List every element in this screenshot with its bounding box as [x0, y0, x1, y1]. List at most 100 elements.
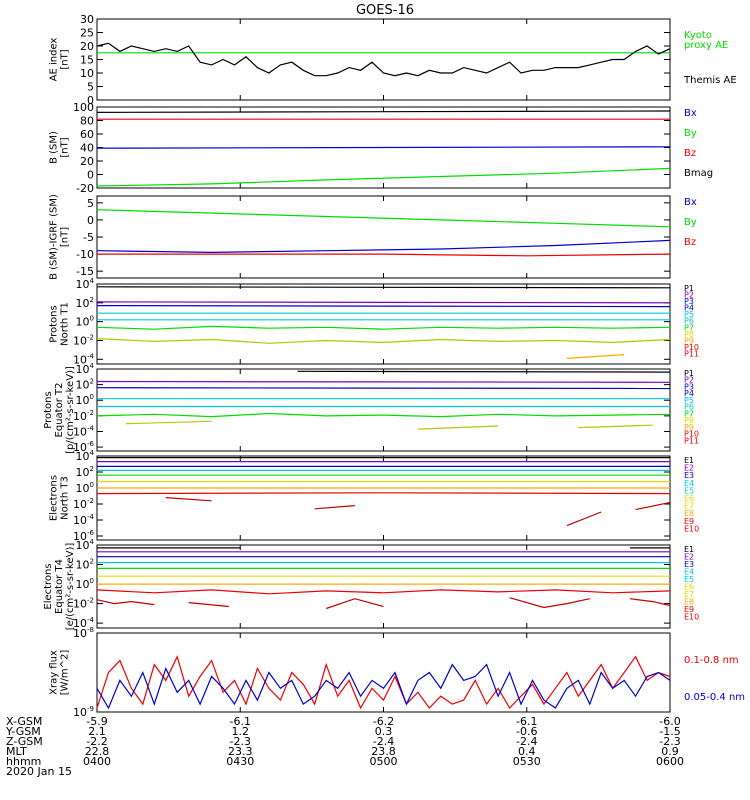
y-tick-exponent: -2 [87, 497, 94, 505]
ephemeris-row-label: X-GSM [6, 715, 42, 728]
series-line [96, 286, 671, 289]
y-tick-label: 10-8 [73, 626, 94, 640]
series-line [417, 425, 499, 430]
y-tick-exponent: -4 [87, 352, 95, 360]
legend-label: P8 [684, 416, 694, 425]
y-tick-exponent: -8 [87, 626, 94, 634]
series-line [629, 598, 671, 607]
legend-label: E3 [684, 560, 694, 569]
y-tick-exponent: 4 [90, 277, 95, 285]
ephemeris-value: 0.9 [661, 745, 679, 758]
series-line [165, 497, 212, 502]
ephemeris-value: 0.4 [518, 745, 536, 758]
legend-label: E8 [684, 509, 694, 518]
y-axis-label: [e/(cm²-s-sr-keV)] [65, 543, 76, 631]
ephemeris-value: -2.3 [230, 735, 251, 748]
y-tick-exponent: 4 [90, 538, 95, 546]
y-axis-label: Electrons [49, 475, 60, 521]
legend-label: E10 [684, 524, 699, 533]
series-line [97, 253, 671, 257]
y-tick-label: 100 [76, 393, 94, 407]
y-tick-label: 102 [76, 378, 94, 392]
legend-label: P2 [684, 376, 694, 385]
y-tick-label: 20 [80, 155, 94, 168]
legend-label: P3 [684, 297, 694, 306]
y-tick-label: -5 [83, 231, 94, 244]
ephemeris-value: -2.4 [516, 735, 537, 748]
date-label: 2020 Jan 15 [6, 765, 72, 778]
legend-label: Bmag [684, 168, 713, 179]
y-tick-exponent: 4 [90, 362, 95, 370]
legend-label: E8 [684, 598, 694, 607]
y-tick-exponent: 4 [90, 449, 95, 457]
legend-label: P8 [684, 330, 694, 339]
y-tick-label: 100 [76, 315, 94, 329]
legend-label: Bz [684, 237, 696, 248]
legend-label: E3 [684, 471, 694, 480]
y-tick-label: 5 [87, 81, 94, 94]
ephemeris-value: 23.8 [371, 745, 396, 758]
ephemeris-value: 23.3 [228, 745, 253, 758]
series-line [96, 338, 671, 344]
panel-frame [96, 544, 671, 629]
y-tick-label: 10-2 [73, 333, 94, 347]
y-tick-exponent: 2 [90, 296, 94, 304]
legend-label: E4 [684, 568, 694, 577]
legend-label: Bx [684, 197, 697, 208]
series-line [96, 663, 671, 710]
legend-label: P11 [684, 349, 699, 358]
y-tick-label: 102 [76, 296, 94, 310]
series-line [125, 420, 212, 425]
y-tick-label: 104 [76, 277, 95, 291]
ephemeris-value: -2.4 [373, 735, 394, 748]
y-tick-label: 40 [80, 142, 94, 155]
y-tick-exponent: -6 [87, 529, 95, 537]
y-axis-label: Protons [43, 391, 54, 428]
series-line [96, 167, 671, 187]
series-line [96, 655, 671, 710]
y-tick-label: 104 [76, 538, 95, 552]
y-tick-label: 10-4 [73, 424, 95, 438]
legend-label: P6 [684, 403, 694, 412]
legend-label: P9 [684, 423, 694, 432]
y-tick-exponent: 0 [90, 577, 94, 585]
series-line [96, 599, 155, 606]
y-tick-label: 100 [76, 481, 94, 495]
y-axis-label: [nT] [60, 227, 71, 247]
legend-label: 0.1-0.8 nm [684, 655, 739, 666]
y-axis-label: North T3 [60, 476, 71, 520]
y-tick-label: 104 [76, 449, 95, 463]
series-line [635, 501, 671, 511]
y-axis-label: B (SM) [49, 131, 60, 164]
y-tick-label: 10 [80, 67, 94, 80]
y-tick-label: 10-2 [73, 409, 94, 423]
y-tick-exponent: -2 [87, 597, 94, 605]
ephemeris-value: -6.2 [373, 715, 394, 728]
legend-label: E9 [684, 517, 694, 526]
legend-label: P5 [684, 310, 694, 319]
y-tick-label: 0 [87, 169, 94, 182]
panel-3: -15 -10 -5 0 5 B (SM)-IGRF (SM) [nT] Bx By Bz [49, 194, 697, 280]
ephemeris-value: -6.0 [659, 715, 680, 728]
series-line [96, 492, 671, 495]
y-axis-label: B (SM)-IGRF (SM) [49, 194, 60, 280]
legend-label: P1 [684, 284, 694, 293]
y-tick-exponent: -2 [87, 333, 94, 341]
legend-label: E1 [684, 456, 694, 465]
series-line [566, 354, 625, 359]
y-axis-label: AE index [49, 38, 60, 82]
y-tick-exponent: -2 [87, 409, 94, 417]
legend-label: P7 [684, 409, 694, 418]
legend-label: E4 [684, 479, 694, 488]
legend-label: P6 [684, 317, 694, 326]
series-line [509, 597, 590, 609]
legend-label: E7 [684, 590, 694, 599]
y-tick-label: -20 [76, 182, 94, 195]
series-line [96, 387, 671, 390]
y-tick-label: 10-2 [73, 497, 94, 511]
